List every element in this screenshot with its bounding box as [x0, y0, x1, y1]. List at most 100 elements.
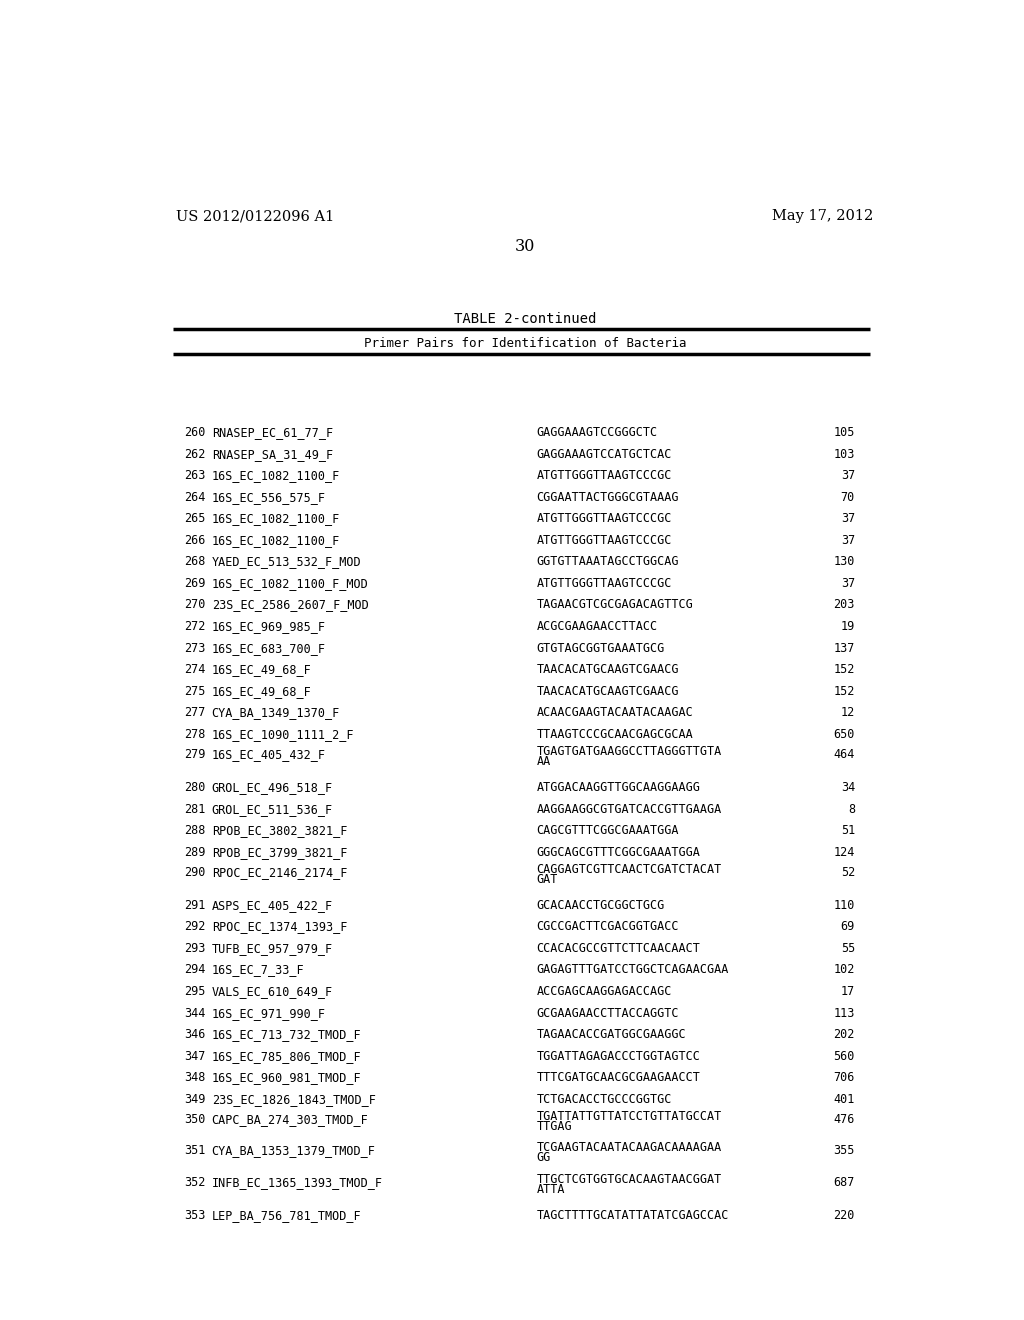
Text: 476: 476: [834, 1113, 855, 1126]
Text: 19: 19: [841, 620, 855, 634]
Text: 16S_EC_960_981_TMOD_F: 16S_EC_960_981_TMOD_F: [212, 1072, 361, 1084]
Text: VALS_EC_610_649_F: VALS_EC_610_649_F: [212, 985, 333, 998]
Text: 12: 12: [841, 706, 855, 719]
Text: TAACACATGCAAGTCGAACG: TAACACATGCAAGTCGAACG: [537, 685, 679, 698]
Text: 346: 346: [183, 1028, 205, 1041]
Text: AAGGAAGGCGTGATCACCGTTGAAGA: AAGGAAGGCGTGATCACCGTTGAAGA: [537, 803, 722, 816]
Text: ACAACGAAGTACAATACAAGAC: ACAACGAAGTACAATACAAGAC: [537, 706, 693, 719]
Text: 270: 270: [183, 598, 205, 611]
Text: TGGATTAGAGACCCTGGTAGTCC: TGGATTAGAGACCCTGGTAGTCC: [537, 1049, 700, 1063]
Text: 401: 401: [834, 1093, 855, 1106]
Text: 560: 560: [834, 1049, 855, 1063]
Text: 110: 110: [834, 899, 855, 912]
Text: GGTGTTAAATAGCCTGGCAG: GGTGTTAAATAGCCTGGCAG: [537, 556, 679, 569]
Text: TAACACATGCAAGTCGAACG: TAACACATGCAAGTCGAACG: [537, 663, 679, 676]
Text: 69: 69: [841, 920, 855, 933]
Text: TTAAGTCCCGCAACGAGCGCAA: TTAAGTCCCGCAACGAGCGCAA: [537, 727, 693, 741]
Text: 16S_EC_556_575_F: 16S_EC_556_575_F: [212, 491, 326, 504]
Text: RPOC_EC_1374_1393_F: RPOC_EC_1374_1393_F: [212, 920, 347, 933]
Text: TUFB_EC_957_979_F: TUFB_EC_957_979_F: [212, 942, 333, 954]
Text: INFB_EC_1365_1393_TMOD_F: INFB_EC_1365_1393_TMOD_F: [212, 1176, 383, 1189]
Text: 113: 113: [834, 1007, 855, 1019]
Text: 124: 124: [834, 846, 855, 859]
Text: 349: 349: [183, 1093, 205, 1106]
Text: LEP_BA_756_781_TMOD_F: LEP_BA_756_781_TMOD_F: [212, 1209, 361, 1222]
Text: US 2012/0122096 A1: US 2012/0122096 A1: [176, 209, 334, 223]
Text: CGGAATTACTGGGCGTAAAG: CGGAATTACTGGGCGTAAAG: [537, 491, 679, 504]
Text: 103: 103: [834, 447, 855, 461]
Text: TTGAG: TTGAG: [537, 1119, 572, 1133]
Text: 268: 268: [183, 556, 205, 569]
Text: GAGAGTTTGATCCTGGCTCAGAACGAA: GAGAGTTTGATCCTGGCTCAGAACGAA: [537, 964, 729, 977]
Text: 262: 262: [183, 447, 205, 461]
Text: 264: 264: [183, 491, 205, 504]
Text: 353: 353: [183, 1209, 205, 1222]
Text: 17: 17: [841, 985, 855, 998]
Text: 105: 105: [834, 426, 855, 440]
Text: 352: 352: [183, 1176, 205, 1189]
Text: 273: 273: [183, 642, 205, 655]
Text: GROL_EC_511_536_F: GROL_EC_511_536_F: [212, 803, 333, 816]
Text: 290: 290: [183, 866, 205, 879]
Text: 16S_EC_7_33_F: 16S_EC_7_33_F: [212, 964, 304, 977]
Text: 16S_EC_49_68_F: 16S_EC_49_68_F: [212, 685, 311, 698]
Text: ASPS_EC_405_422_F: ASPS_EC_405_422_F: [212, 899, 333, 912]
Text: TAGCTTTTGCATATTATATCGAGCCAC: TAGCTTTTGCATATTATATCGAGCCAC: [537, 1209, 729, 1222]
Text: 351: 351: [183, 1144, 205, 1158]
Text: 687: 687: [834, 1176, 855, 1189]
Text: ATGTTGGGTTAAGTCCCGC: ATGTTGGGTTAAGTCCCGC: [537, 512, 672, 525]
Text: AA: AA: [537, 755, 551, 768]
Text: GAGGAAAGTCCATGCTCAC: GAGGAAAGTCCATGCTCAC: [537, 447, 672, 461]
Text: May 17, 2012: May 17, 2012: [772, 209, 873, 223]
Text: 260: 260: [183, 426, 205, 440]
Text: ATGTTGGGTTAAGTCCCGC: ATGTTGGGTTAAGTCCCGC: [537, 577, 672, 590]
Text: GCACAACCTGCGGCTGCG: GCACAACCTGCGGCTGCG: [537, 899, 665, 912]
Text: CYA_BA_1353_1379_TMOD_F: CYA_BA_1353_1379_TMOD_F: [212, 1144, 376, 1158]
Text: 16S_EC_971_990_F: 16S_EC_971_990_F: [212, 1007, 326, 1019]
Text: GROL_EC_496_518_F: GROL_EC_496_518_F: [212, 781, 333, 795]
Text: TCGAAGTACAATACAAGACAAAAGAA: TCGAAGTACAATACAAGACAAAAGAA: [537, 1142, 722, 1155]
Text: 23S_EC_1826_1843_TMOD_F: 23S_EC_1826_1843_TMOD_F: [212, 1093, 376, 1106]
Text: TAGAACACCGATGGCGAAGGC: TAGAACACCGATGGCGAAGGC: [537, 1028, 686, 1041]
Text: 347: 347: [183, 1049, 205, 1063]
Text: 269: 269: [183, 577, 205, 590]
Text: TTTCGATGCAACGCGAAGAACCT: TTTCGATGCAACGCGAAGAACCT: [537, 1072, 700, 1084]
Text: 55: 55: [841, 942, 855, 954]
Text: CGCCGACTTCGACGGTGACC: CGCCGACTTCGACGGTGACC: [537, 920, 679, 933]
Text: TCTGACACCTGCCCGGTGC: TCTGACACCTGCCCGGTGC: [537, 1093, 672, 1106]
Text: 130: 130: [834, 556, 855, 569]
Text: 350: 350: [183, 1113, 205, 1126]
Text: CYA_BA_1349_1370_F: CYA_BA_1349_1370_F: [212, 706, 340, 719]
Text: 16S_EC_713_732_TMOD_F: 16S_EC_713_732_TMOD_F: [212, 1028, 361, 1041]
Text: 16S_EC_785_806_TMOD_F: 16S_EC_785_806_TMOD_F: [212, 1049, 361, 1063]
Text: RPOB_EC_3802_3821_F: RPOB_EC_3802_3821_F: [212, 824, 347, 837]
Text: ATTA: ATTA: [537, 1183, 565, 1196]
Text: CCACACGCCGTTCTTCAACAACT: CCACACGCCGTTCTTCAACAACT: [537, 942, 700, 954]
Text: TABLE 2-continued: TABLE 2-continued: [454, 312, 596, 326]
Text: 37: 37: [841, 577, 855, 590]
Text: TGATTATTGTTATCCTGTTATGCCAT: TGATTATTGTTATCCTGTTATGCCAT: [537, 1110, 722, 1123]
Text: GAT: GAT: [537, 873, 558, 886]
Text: 277: 277: [183, 706, 205, 719]
Text: 291: 291: [183, 899, 205, 912]
Text: 30: 30: [515, 239, 535, 256]
Text: 52: 52: [841, 866, 855, 879]
Text: 295: 295: [183, 985, 205, 998]
Text: 650: 650: [834, 727, 855, 741]
Text: 23S_EC_2586_2607_F_MOD: 23S_EC_2586_2607_F_MOD: [212, 598, 369, 611]
Text: YAED_EC_513_532_F_MOD: YAED_EC_513_532_F_MOD: [212, 556, 361, 569]
Text: 266: 266: [183, 533, 205, 546]
Text: RNASEP_SA_31_49_F: RNASEP_SA_31_49_F: [212, 447, 333, 461]
Text: 706: 706: [834, 1072, 855, 1084]
Text: 281: 281: [183, 803, 205, 816]
Text: ATGTTGGGTTAAGTCCCGC: ATGTTGGGTTAAGTCCCGC: [537, 469, 672, 482]
Text: 37: 37: [841, 533, 855, 546]
Text: 289: 289: [183, 846, 205, 859]
Text: 220: 220: [834, 1209, 855, 1222]
Text: 355: 355: [834, 1144, 855, 1158]
Text: CAPC_BA_274_303_TMOD_F: CAPC_BA_274_303_TMOD_F: [212, 1113, 369, 1126]
Text: 37: 37: [841, 469, 855, 482]
Text: CAGGAGTCGTTCAACTCGATCTACAT: CAGGAGTCGTTCAACTCGATCTACAT: [537, 862, 722, 875]
Text: 16S_EC_969_985_F: 16S_EC_969_985_F: [212, 620, 326, 634]
Text: 34: 34: [841, 781, 855, 795]
